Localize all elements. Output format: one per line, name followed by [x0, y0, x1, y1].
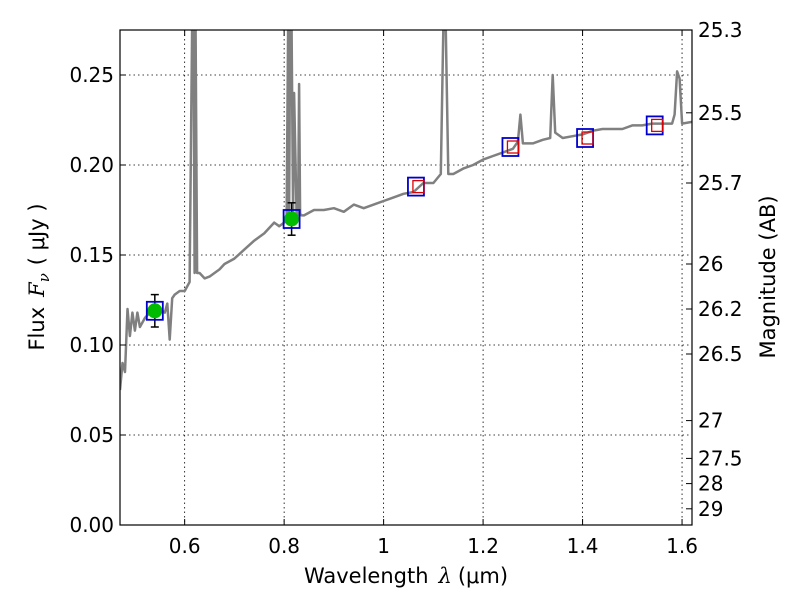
spectrum-line: [120, 30, 692, 391]
x-axis-title-prefix: Wavelength: [304, 564, 429, 588]
y-tick-label: 0.15: [69, 243, 114, 267]
y-tick-label: 0.05: [69, 423, 114, 447]
y-tick-label: 0.00: [69, 513, 114, 537]
y-tick-label: 0.20: [69, 153, 114, 177]
x-axis-title-symbol: λ: [438, 564, 452, 588]
y-tick-label: 0.25: [69, 63, 114, 87]
y-axis-title-subscript: ν: [35, 273, 53, 282]
y2-tick-label: 27.5: [698, 446, 743, 470]
y2-axis-title: Magnitude (AB): [756, 195, 780, 358]
x-tick-label: 1.6: [666, 534, 698, 558]
y2-tick-label: 26.2: [698, 297, 743, 321]
model-square: [145, 300, 164, 321]
y2-tick-label: 27: [698, 409, 723, 433]
observed-point: [147, 303, 163, 319]
x-tick-label: 0.8: [268, 534, 300, 558]
x-axis-title-units: (μm): [458, 564, 508, 588]
y2-tick-label: 26: [698, 252, 723, 276]
x-tick-label: 0.6: [169, 534, 201, 558]
x-tick-label: 1.4: [567, 534, 599, 558]
band-square: [506, 140, 520, 154]
x-axis-title: Wavelength λ (μm): [304, 564, 508, 588]
y-axis-title-units: ( μJy ): [25, 203, 49, 265]
y-tick-label: 0.10: [69, 333, 114, 357]
y2-tick-label: 29: [698, 497, 723, 521]
y-axis-title-symbol: F: [25, 281, 49, 298]
tick-layer: 0.6 0.8 1 1.2 1.4 1.6 0.00 0.05 0.10 0.15 0.20 0.25…: [69, 18, 742, 558]
y2-tick-label: 25.3: [698, 18, 743, 42]
y-axis-title-prefix: Flux: [25, 307, 49, 351]
observed-point: [284, 211, 300, 227]
y-axis-title: Flux Fν ( μJy ): [25, 203, 53, 350]
y2-tick-label: 25.7: [698, 171, 743, 195]
spectrum-layer: [120, 30, 692, 391]
plot-frame: [119, 29, 693, 526]
marker-layer: [145, 115, 664, 328]
band-square: [651, 118, 664, 133]
band-square: [581, 131, 594, 145]
y2-tick-label: 28: [698, 472, 723, 496]
model-square: [282, 209, 301, 229]
band-square: [412, 179, 425, 194]
y2-tick-label: 25.5: [698, 101, 743, 125]
y2-tick-label: 26.5: [698, 342, 743, 366]
x-tick-label: 1: [377, 534, 390, 558]
x-tick-label: 1.2: [467, 534, 499, 558]
